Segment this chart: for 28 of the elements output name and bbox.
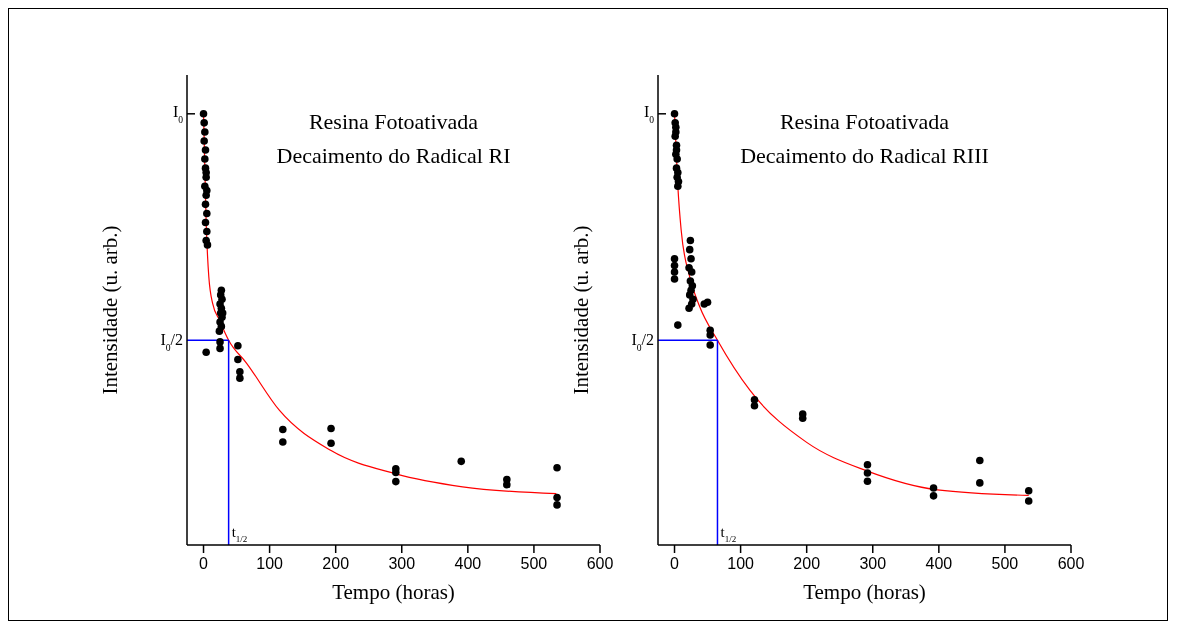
chart-title: Resina Fotoativada (778, 108, 951, 136)
x-tick-label: 400 (925, 555, 953, 572)
x-tick-label: 600 (586, 555, 614, 572)
ref-line-label: I$_{0}$/2 (160, 331, 183, 353)
y-axis-title: Intensidade (u. arb.) (98, 225, 123, 395)
x-axis-title: Tempo (horas) (332, 580, 455, 604)
text: I$_{0}$ (643, 102, 655, 125)
text: Decaimento do Radical RIII (739, 142, 990, 170)
x-tick-label: 0 (199, 555, 209, 572)
chart-title: Resina Fotoativada (307, 108, 480, 136)
x-tick-label: 0 (670, 555, 680, 572)
text: Decaimento do Radical RI (275, 142, 512, 170)
x-tick-label: 300 (859, 555, 887, 572)
x-tick-label: 200 (322, 555, 350, 572)
x-tick-label: 400 (454, 555, 482, 572)
x-axis-title: Tempo (horas) (803, 580, 926, 604)
x-tick-label: 300 (388, 555, 416, 572)
ref-line-label: t$_{1/2}$ (231, 524, 248, 544)
x-tick-label: 600 (1057, 555, 1085, 572)
text: I$_{0}$ (172, 102, 184, 125)
x-tick-label: 200 (793, 555, 821, 572)
x-tick-label: 100 (727, 555, 755, 572)
x-tick-label: 100 (256, 555, 284, 572)
x-tick-label: 500 (520, 555, 548, 572)
y-axis-title: Intensidade (u. arb.) (569, 225, 594, 395)
ref-line-label: I$_{0}$/2 (631, 331, 654, 353)
ref-line-label: t$_{1/2}$ (720, 524, 737, 544)
x-tick-label: 500 (991, 555, 1019, 572)
